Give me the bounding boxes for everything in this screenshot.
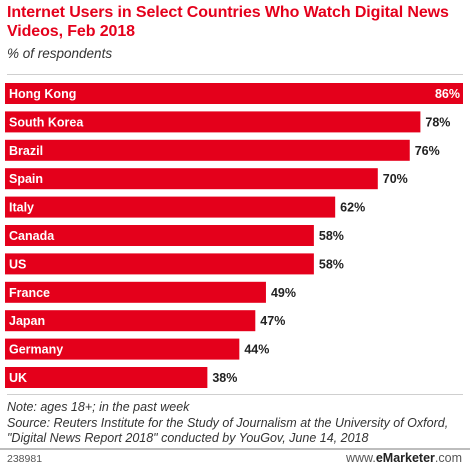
top-divider xyxy=(7,74,463,75)
bar-canada xyxy=(5,225,314,246)
chart-notes: Note: ages 18+; in the past week Source:… xyxy=(7,400,465,447)
category-label: Brazil xyxy=(9,144,43,158)
chart-subtitle: % of respondents xyxy=(7,46,113,61)
value-label: 86% xyxy=(435,87,460,101)
category-label: Hong Kong xyxy=(9,87,76,101)
value-label: 78% xyxy=(425,115,450,129)
value-label: 49% xyxy=(271,286,296,300)
value-label: 62% xyxy=(340,201,365,215)
brand-prefix: www. xyxy=(345,451,376,465)
category-label: Italy xyxy=(9,201,34,215)
brand-link[interactable]: www.eMarketer.com xyxy=(346,451,462,465)
bar-italy xyxy=(5,196,336,218)
category-label: US xyxy=(9,257,26,271)
bar-france xyxy=(5,281,266,303)
value-label: 58% xyxy=(319,229,344,243)
bar-uk xyxy=(5,367,208,388)
value-label: 76% xyxy=(415,144,440,158)
bar-hong-kong xyxy=(5,83,463,104)
value-label: 38% xyxy=(212,371,237,385)
category-label: Japan xyxy=(9,314,45,328)
source-text: Source: Reuters Institute for the Study … xyxy=(7,415,449,446)
value-label: 44% xyxy=(244,343,269,357)
brand-name: eMarketer xyxy=(375,451,435,465)
category-label: France xyxy=(9,286,50,300)
value-label: 47% xyxy=(260,314,285,328)
category-label: Canada xyxy=(9,229,55,243)
category-label: Spain xyxy=(9,172,43,186)
bottom-divider xyxy=(7,394,463,395)
bar-japan xyxy=(5,310,256,332)
bar-spain xyxy=(5,168,378,190)
category-label: UK xyxy=(9,371,27,385)
brand-suffix: .com xyxy=(434,451,462,465)
footer-divider xyxy=(0,448,470,450)
bar-germany xyxy=(5,338,240,360)
value-label: 70% xyxy=(383,172,408,186)
category-label: South Korea xyxy=(9,115,84,129)
bar-us xyxy=(5,253,314,275)
value-label: 58% xyxy=(319,257,344,271)
chart-title: Internet Users in Select Countries Who W… xyxy=(7,4,449,40)
category-label: Germany xyxy=(9,343,63,357)
chart-id: 238981 xyxy=(7,453,43,465)
bar-south-korea xyxy=(5,111,421,133)
bar-brazil xyxy=(5,139,410,161)
note-text: Note: ages 18+; in the past week xyxy=(7,400,190,414)
